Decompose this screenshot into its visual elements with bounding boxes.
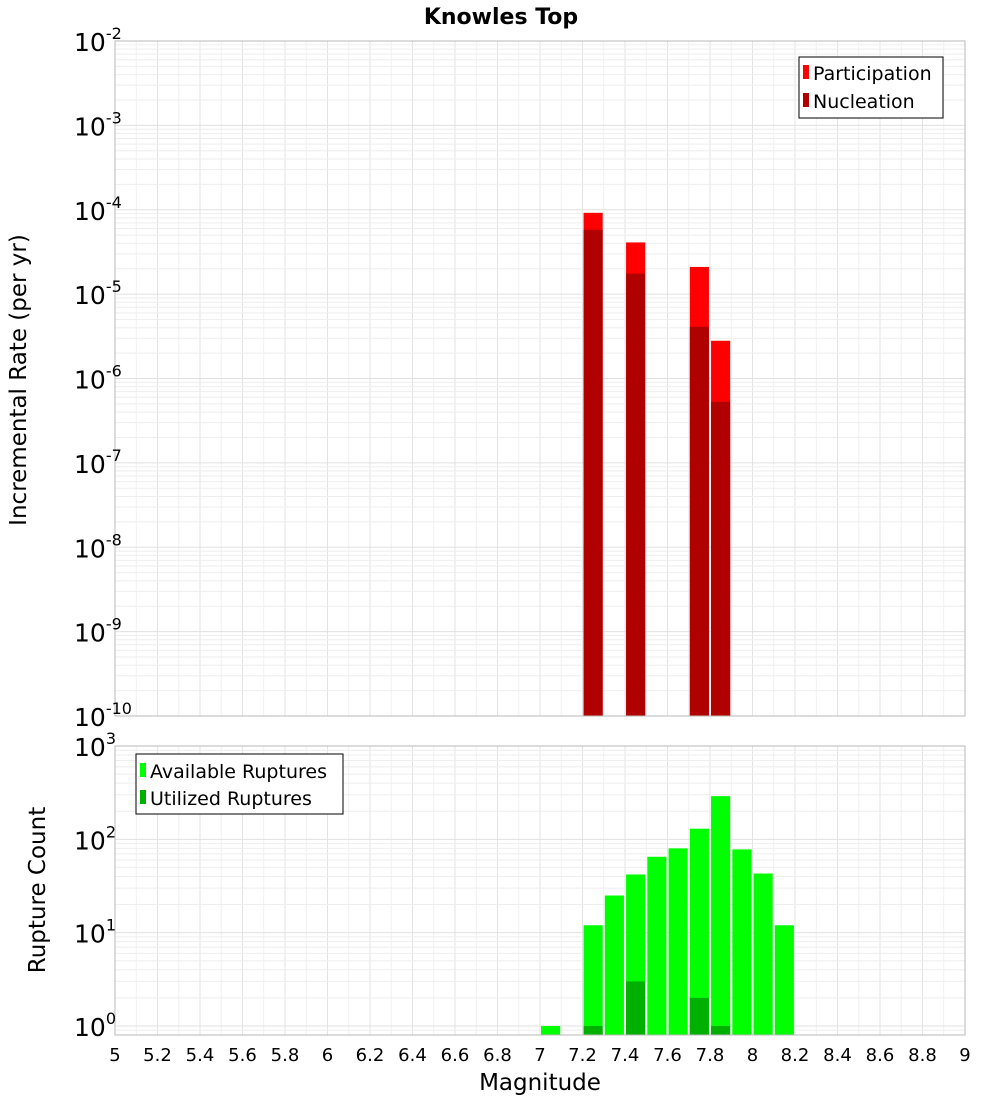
legend-swatch-utilized bbox=[140, 790, 146, 804]
bottom-bar-utilized-ruptures bbox=[689, 997, 709, 1035]
x-tick-label: 6.8 bbox=[483, 1045, 512, 1066]
top-ytick-label: 10-9 bbox=[74, 615, 122, 648]
top-ytick-label: 10-8 bbox=[74, 530, 122, 563]
x-tick-label: 5.6 bbox=[228, 1045, 257, 1066]
x-tick-label: 8 bbox=[747, 1045, 758, 1066]
bottom-bar-utilized-ruptures bbox=[626, 981, 646, 1035]
bottom-bar-available-ruptures bbox=[604, 895, 624, 1035]
bottom-ytick-label: 103 bbox=[74, 729, 116, 762]
x-tick-label: 9 bbox=[959, 1045, 970, 1066]
legend-swatch-participation bbox=[803, 65, 809, 79]
top-ytick-label: 10-2 bbox=[74, 24, 122, 57]
bottom-bar-available-ruptures bbox=[689, 828, 709, 1035]
legend-bottom: Available Ruptures Utilized Ruptures bbox=[135, 753, 344, 815]
x-tick-label: 6 bbox=[322, 1045, 333, 1066]
bottom-bar-available-ruptures bbox=[647, 856, 667, 1035]
bottom-bar-available-ruptures bbox=[711, 796, 731, 1035]
x-tick-label: 5.2 bbox=[143, 1045, 172, 1066]
bottom-bar-utilized-ruptures bbox=[583, 1025, 603, 1035]
x-tick-label: 8.2 bbox=[781, 1045, 810, 1066]
bottom-bar-available-ruptures bbox=[668, 848, 688, 1035]
legend-nucleation: Nucleation bbox=[813, 91, 915, 113]
legend-available: Available Ruptures bbox=[150, 761, 327, 783]
x-tick-label: 7.8 bbox=[696, 1045, 725, 1066]
bottom-bar-available-ruptures bbox=[774, 925, 794, 1035]
x-tick-label: 8.8 bbox=[908, 1045, 937, 1066]
bottom-ytick-label: 101 bbox=[74, 916, 116, 949]
x-axis-label: Magnitude bbox=[479, 1070, 601, 1096]
x-tick-label: 5.8 bbox=[271, 1045, 300, 1066]
legend-swatch-available bbox=[140, 763, 146, 777]
top-bar-nucleation bbox=[626, 273, 646, 716]
x-tick-label: 6.2 bbox=[356, 1045, 385, 1066]
x-tick-label: 7.4 bbox=[611, 1045, 640, 1066]
bottom-plot-frame bbox=[114, 745, 966, 1036]
top-ytick-label: 10-10 bbox=[74, 699, 132, 732]
x-tick-label: 5.4 bbox=[186, 1045, 215, 1066]
top-bar-nucleation bbox=[711, 401, 731, 716]
bottom-bar-utilized-ruptures bbox=[711, 1025, 731, 1035]
top-ytick-label: 10-6 bbox=[74, 362, 122, 395]
bottom-bar-available-ruptures bbox=[732, 849, 752, 1035]
top-y-axis-label: Incremental Rate (per yr) bbox=[6, 234, 32, 526]
top-ytick-label: 10-5 bbox=[74, 277, 122, 310]
bottom-bar-available-ruptures bbox=[583, 925, 603, 1035]
x-tick-label: 7.6 bbox=[653, 1045, 682, 1066]
top-ytick-label: 10-4 bbox=[74, 193, 122, 226]
top-ytick-label: 10-3 bbox=[74, 108, 122, 141]
bottom-bar-available-ruptures bbox=[541, 1025, 561, 1035]
legend-swatch-nucleation bbox=[803, 93, 809, 107]
bottom-y-axis-label: Rupture Count bbox=[25, 807, 51, 973]
x-tick-label: 6.6 bbox=[441, 1045, 470, 1066]
top-bar-nucleation bbox=[689, 326, 709, 716]
x-tick-label: 7 bbox=[534, 1045, 545, 1066]
top-bar-nucleation bbox=[583, 229, 603, 717]
chart-title: Knowles Top bbox=[424, 5, 578, 30]
top-plot-frame bbox=[114, 40, 966, 717]
legend-top: Participation Nucleation bbox=[798, 56, 944, 119]
bottom-bar-available-ruptures bbox=[753, 873, 773, 1035]
legend-participation: Participation bbox=[813, 63, 932, 85]
bottom-ytick-label: 102 bbox=[74, 822, 116, 855]
top-ytick-label: 10-7 bbox=[74, 446, 122, 479]
x-tick-label: 8.6 bbox=[866, 1045, 895, 1066]
legend-utilized: Utilized Ruptures bbox=[150, 788, 312, 810]
x-tick-label: 8.4 bbox=[823, 1045, 852, 1066]
x-tick-label: 6.4 bbox=[398, 1045, 427, 1066]
bottom-ytick-label: 100 bbox=[74, 1009, 116, 1042]
x-tick-label: 7.2 bbox=[568, 1045, 597, 1066]
x-tick-label: 5 bbox=[109, 1045, 120, 1066]
